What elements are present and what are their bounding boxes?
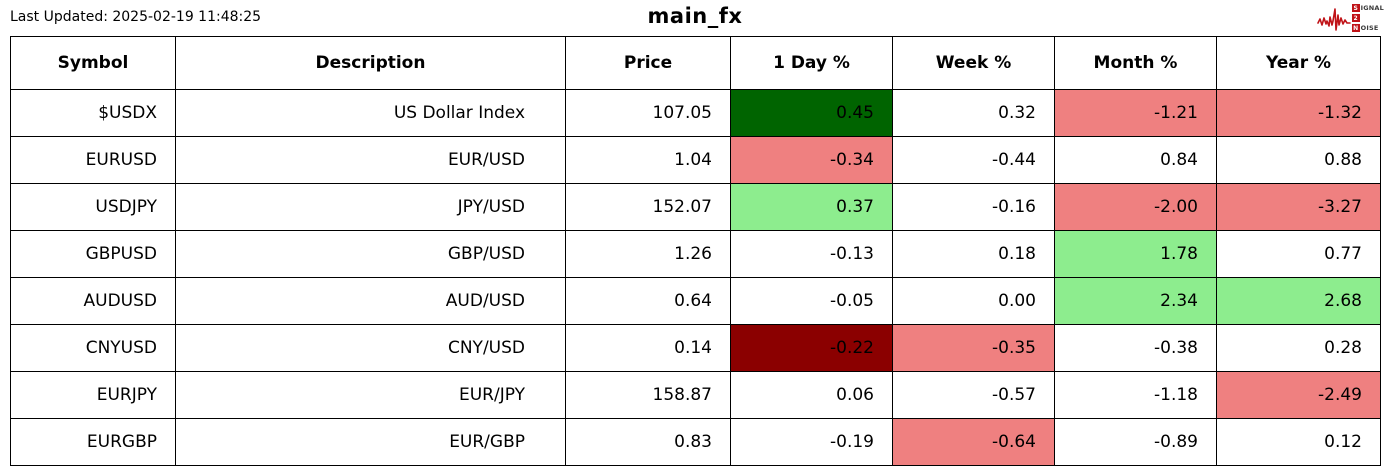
- page-title: main_fx: [647, 4, 743, 28]
- change-month-cell: 1.78: [1054, 230, 1217, 278]
- change-1day-cell: 0.37: [730, 183, 893, 231]
- change-1day-cell: -0.13: [730, 230, 893, 278]
- change-week-cell: 0.00: [892, 277, 1055, 325]
- last-updated-text: Last Updated: 2025-02-19 11:48:25: [10, 9, 262, 25]
- change-month-cell: 0.84: [1054, 136, 1217, 184]
- change-year-cell: -1.32: [1216, 89, 1381, 137]
- change-month-cell: -0.89: [1054, 418, 1217, 466]
- description-cell: EUR/USD: [175, 136, 566, 184]
- change-month-cell: -2.00: [1054, 183, 1217, 231]
- price-cell: 107.05: [565, 89, 731, 137]
- symbol-cell: EURUSD: [10, 136, 176, 184]
- price-cell: 0.83: [565, 418, 731, 466]
- col-header-year: Year %: [1216, 36, 1381, 90]
- col-header-symbol: Symbol: [10, 36, 176, 90]
- col-header-1day: 1 Day %: [730, 36, 893, 90]
- logo-text-noise: OISE: [1360, 23, 1379, 32]
- logo-text: S IGNAL 2 N OISE: [1351, 3, 1384, 33]
- change-1day-cell: -0.22: [730, 324, 893, 372]
- change-year-cell: 0.88: [1216, 136, 1381, 184]
- description-cell: EUR/JPY: [175, 371, 566, 419]
- logo-text-signal: IGNAL: [1360, 3, 1384, 12]
- change-year-cell: -2.49: [1216, 371, 1381, 419]
- table-row: EURUSD EUR/USD 1.04 -0.34 -0.44 0.84 0.8…: [10, 136, 1381, 184]
- price-cell: 1.26: [565, 230, 731, 278]
- change-week-cell: -0.44: [892, 136, 1055, 184]
- change-1day-cell: 0.06: [730, 371, 893, 419]
- change-year-cell: -3.27: [1216, 183, 1381, 231]
- symbol-cell: $USDX: [10, 89, 176, 137]
- price-cell: 0.14: [565, 324, 731, 372]
- col-header-price: Price: [565, 36, 731, 90]
- table-row: USDJPY JPY/USD 152.07 0.37 -0.16 -2.00 -…: [10, 183, 1381, 231]
- description-cell: GBP/USD: [175, 230, 566, 278]
- symbol-cell: EURJPY: [10, 371, 176, 419]
- price-cell: 158.87: [565, 371, 731, 419]
- change-week-cell: 0.32: [892, 89, 1055, 137]
- symbol-cell: USDJPY: [10, 183, 176, 231]
- price-cell: 1.04: [565, 136, 731, 184]
- table-row: EURGBP EUR/GBP 0.83 -0.19 -0.64 -0.89 0.…: [10, 418, 1381, 466]
- symbol-cell: AUDUSD: [10, 277, 176, 325]
- col-header-week: Week %: [892, 36, 1055, 90]
- signal2noise-logo: S IGNAL 2 N OISE: [1316, 3, 1384, 33]
- symbol-cell: EURGBP: [10, 418, 176, 466]
- table-row: $USDX US Dollar Index 107.05 0.45 0.32 -…: [10, 89, 1381, 137]
- top-bar: Last Updated: 2025-02-19 11:48:25 main_f…: [0, 0, 1390, 36]
- change-1day-cell: -0.19: [730, 418, 893, 466]
- price-cell: 152.07: [565, 183, 731, 231]
- change-year-cell: 2.68: [1216, 277, 1381, 325]
- description-cell: AUD/USD: [175, 277, 566, 325]
- logo-letterbox-s: S: [1351, 4, 1360, 12]
- change-week-cell: -0.57: [892, 371, 1055, 419]
- change-month-cell: -1.18: [1054, 371, 1217, 419]
- change-month-cell: 2.34: [1054, 277, 1217, 325]
- change-year-cell: 0.77: [1216, 230, 1381, 278]
- description-cell: EUR/GBP: [175, 418, 566, 466]
- change-week-cell: -0.64: [892, 418, 1055, 466]
- col-header-month: Month %: [1054, 36, 1217, 90]
- change-1day-cell: -0.05: [730, 277, 893, 325]
- table-row: AUDUSD AUD/USD 0.64 -0.05 0.00 2.34 2.68: [10, 277, 1381, 325]
- description-cell: JPY/USD: [175, 183, 566, 231]
- col-header-description: Description: [175, 36, 566, 90]
- waveform-icon: [1316, 8, 1351, 31]
- logo-letterbox-2: 2: [1351, 14, 1360, 22]
- change-year-cell: 0.28: [1216, 324, 1381, 372]
- change-week-cell: 0.18: [892, 230, 1055, 278]
- table-body: $USDX US Dollar Index 107.05 0.45 0.32 -…: [10, 89, 1381, 466]
- change-week-cell: -0.35: [892, 324, 1055, 372]
- symbol-cell: GBPUSD: [10, 230, 176, 278]
- header-row: Symbol Description Price 1 Day % Week % …: [10, 36, 1381, 90]
- price-cell: 0.64: [565, 277, 731, 325]
- change-1day-cell: -0.34: [730, 136, 893, 184]
- description-cell: CNY/USD: [175, 324, 566, 372]
- change-month-cell: -0.38: [1054, 324, 1217, 372]
- table-row: GBPUSD GBP/USD 1.26 -0.13 0.18 1.78 0.77: [10, 230, 1381, 278]
- change-year-cell: 0.12: [1216, 418, 1381, 466]
- table-row: EURJPY EUR/JPY 158.87 0.06 -0.57 -1.18 -…: [10, 371, 1381, 419]
- change-1day-cell: 0.45: [730, 89, 893, 137]
- change-month-cell: -1.21: [1054, 89, 1217, 137]
- change-week-cell: -0.16: [892, 183, 1055, 231]
- logo-letterbox-n: N: [1351, 24, 1360, 32]
- table-row: CNYUSD CNY/USD 0.14 -0.22 -0.35 -0.38 0.…: [10, 324, 1381, 372]
- symbol-cell: CNYUSD: [10, 324, 176, 372]
- fx-table: Symbol Description Price 1 Day % Week % …: [10, 36, 1381, 466]
- description-cell: US Dollar Index: [175, 89, 566, 137]
